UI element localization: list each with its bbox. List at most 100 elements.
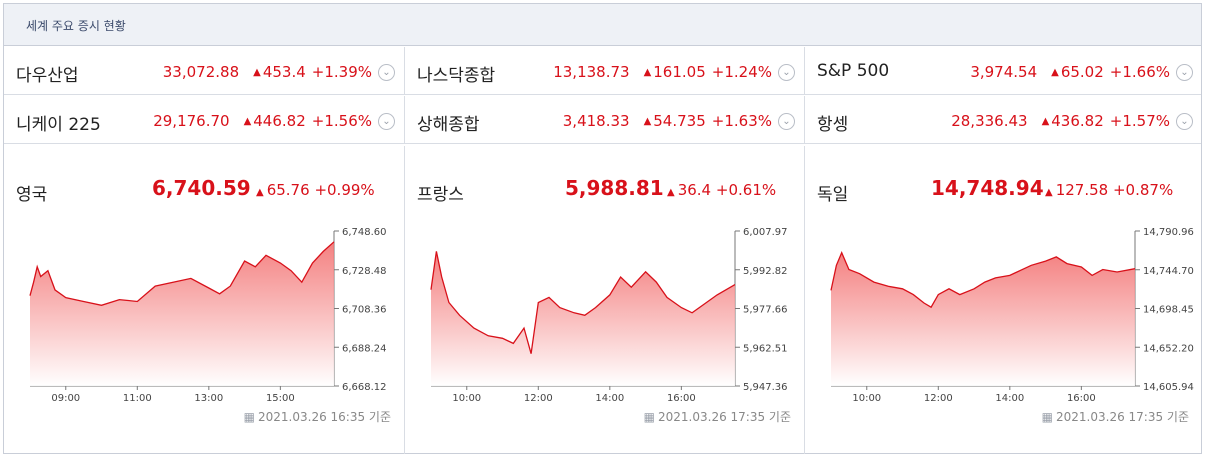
- index-cell[interactable]: S&P 500 3,974.54 ▲ 65.02 +1.66% ⌄: [804, 47, 1201, 94]
- index-change: 446.82: [253, 112, 306, 130]
- index-value: 28,336.43: [951, 112, 1028, 130]
- index-name: S&P 500: [817, 61, 890, 81]
- index-percent: +1.66%: [1109, 63, 1170, 81]
- y-tick-label: 6,668.12: [342, 382, 387, 393]
- index-percent: +1.39%: [311, 63, 372, 81]
- panel-change: ▲ 65.76 +0.99%: [256, 181, 375, 199]
- up-triangle-icon: ▲: [643, 66, 652, 78]
- x-tick-label: 12:00: [524, 393, 553, 404]
- panel-value: 14,748.94: [931, 176, 1044, 200]
- x-tick-label: 14:00: [595, 393, 624, 404]
- index-change: 453.4: [262, 63, 306, 81]
- index-row-2: 니케이 225 29,176.70 ▲ 446.82 +1.56% ⌄ 상해종합…: [4, 96, 1201, 144]
- y-tick-label: 5,947.36: [743, 382, 788, 393]
- panel-value: 6,740.59: [152, 176, 251, 200]
- index-cell[interactable]: 상해종합 3,418.33 ▲ 54.735 +1.63% ⌄: [404, 96, 803, 143]
- chevron-down-circle-icon[interactable]: ⌄: [378, 63, 395, 81]
- chevron-down-circle-icon[interactable]: ⌄: [1176, 112, 1193, 130]
- index-value: 13,138.73: [553, 63, 630, 81]
- y-tick-label: 14,652.20: [1143, 343, 1194, 354]
- up-triangle-icon: ▲: [253, 66, 261, 78]
- chevron-down-circle-icon[interactable]: ⌄: [1176, 63, 1193, 81]
- series-line: [430, 251, 736, 354]
- index-percent: +1.24%: [711, 63, 772, 81]
- timestamp-text: 2021.03.26 17:35 기준: [658, 410, 791, 424]
- panel-change-value: 36.4: [677, 181, 712, 199]
- chevron-down-circle-icon[interactable]: ⌄: [378, 112, 395, 130]
- world-stock-widget: 세계 주요 증시 현황 다우산업 33,072.88 ▲ 453.4 +1.39…: [3, 3, 1202, 454]
- y-tick-label: 5,992.82: [743, 266, 788, 277]
- index-name: 나스닥종합: [417, 66, 496, 86]
- index-quote: 13,138.73 ▲ 161.05 +1.24% ⌄: [553, 63, 803, 81]
- panel-percent: +0.61%: [715, 181, 777, 199]
- area-fill: [431, 251, 735, 386]
- timestamp: ▦ 2021.03.26 17:35 기준: [1042, 408, 1189, 425]
- index-cell[interactable]: 다우산업 33,072.88 ▲ 453.4 +1.39% ⌄: [4, 47, 403, 94]
- index-percent: +1.63%: [711, 112, 772, 130]
- x-tick-label: 12:00: [924, 393, 953, 404]
- y-tick-label: 6,708.36: [342, 305, 387, 316]
- calendar-icon: ▦: [1041, 410, 1053, 424]
- up-triangle-icon: ▲: [256, 187, 264, 198]
- chart-panel[interactable]: 프랑스 5,988.81 ▲ 36.4 +0.61% 6,007.97 5,992.…: [404, 146, 803, 454]
- x-tick-label: 14:00: [995, 393, 1024, 404]
- index-value: 3,418.33: [562, 112, 630, 130]
- index-cell[interactable]: 항셍 28,336.43 ▲ 436.82 +1.57% ⌄: [804, 96, 1201, 143]
- area-fill: [831, 252, 1135, 386]
- timestamp: ▦ 2021.03.26 16:35 기준: [244, 408, 391, 425]
- timestamp: ▦ 2021.03.26 17:35 기준: [644, 408, 791, 425]
- index-quote: 29,176.70 ▲ 446.82 +1.56% ⌄: [153, 112, 403, 130]
- index-name: 다우산업: [16, 66, 79, 86]
- index-percent: +1.56%: [311, 112, 372, 130]
- area-chart: 6,748.60 6,728.48 6,708.36 6,688.24 6,668.12…: [29, 227, 387, 404]
- timestamp-text: 2021.03.26 16:35 기준: [258, 410, 391, 424]
- panel-change-value: 127.58: [1055, 181, 1109, 199]
- calendar-icon: ▦: [643, 410, 655, 424]
- x-tick-label: 13:00: [194, 393, 223, 404]
- index-value: 3,974.54: [970, 63, 1038, 81]
- index-quote: 33,072.88 ▲ 453.4 +1.39% ⌄: [163, 63, 403, 81]
- x-tick-label: 10:00: [852, 393, 881, 404]
- index-change: 161.05: [653, 63, 706, 81]
- up-triangle-icon: ▲: [243, 115, 252, 127]
- y-tick-label: 14,698.45: [1143, 305, 1194, 316]
- x-tick-label: 10:00: [452, 393, 481, 404]
- index-change: 436.82: [1051, 112, 1104, 130]
- index-cell[interactable]: 니케이 225 29,176.70 ▲ 446.82 +1.56% ⌄: [4, 96, 403, 143]
- chevron-down-circle-icon[interactable]: ⌄: [778, 63, 795, 81]
- index-cell[interactable]: 나스닥종합 13,138.73 ▲ 161.05 +1.24% ⌄: [404, 47, 803, 94]
- index-quote: 28,336.43 ▲ 436.82 +1.57% ⌄: [951, 112, 1201, 130]
- index-percent: +1.57%: [1109, 112, 1170, 130]
- panel-change: ▲ 36.4 +0.61%: [667, 181, 776, 199]
- index-name: 상해종합: [417, 115, 480, 135]
- y-tick-label: 6,007.97: [743, 227, 788, 238]
- index-value: 29,176.70: [153, 112, 230, 130]
- widget-header: 세계 주요 증시 현황: [4, 4, 1201, 46]
- x-tick-label: 15:00: [266, 393, 295, 404]
- panel-index-name: 영국: [16, 185, 48, 205]
- panel-index-name: 프랑스: [417, 185, 464, 205]
- x-tick-label: 16:00: [667, 393, 696, 404]
- up-triangle-icon: ▲: [643, 115, 652, 127]
- panel-change-value: 65.76: [266, 181, 310, 199]
- panel-value: 5,988.81: [565, 176, 664, 200]
- up-triangle-icon: ▲: [1041, 115, 1050, 127]
- x-tick-label: 09:00: [51, 393, 80, 404]
- x-tick-label: 11:00: [123, 393, 152, 404]
- y-tick-label: 6,728.48: [342, 266, 387, 277]
- chevron-down-circle-icon[interactable]: ⌄: [778, 112, 795, 130]
- chart-panel[interactable]: 영국 6,740.59 ▲ 65.76 +0.99% 6,748.60 6,728.…: [4, 146, 403, 454]
- index-name: 니케이 225: [16, 115, 101, 135]
- widget-title: 세계 주요 증시 현황: [26, 19, 126, 33]
- index-row-1: 다우산업 33,072.88 ▲ 453.4 +1.39% ⌄ 나스닥종합 13…: [4, 47, 1201, 95]
- panel-percent: +0.87%: [1112, 181, 1174, 199]
- y-tick-label: 6,688.24: [342, 343, 387, 354]
- chart-panel[interactable]: 독일 14,748.94 ▲ 127.58 +0.87% 14,790.96 14,…: [804, 146, 1201, 454]
- area-chart: 6,007.97 5,992.82 5,977.66 5,962.51 5,947.36…: [430, 227, 788, 404]
- y-tick-label: 5,977.66: [743, 305, 788, 316]
- up-triangle-icon: ▲: [1051, 66, 1059, 78]
- y-tick-label: 14,744.70: [1143, 266, 1194, 277]
- x-tick-label: 16:00: [1067, 393, 1096, 404]
- area-chart: 14,790.96 14,744.70 14,698.45 14,652.20 14,6…: [830, 227, 1194, 404]
- index-quote: 3,418.33 ▲ 54.735 +1.63% ⌄: [563, 112, 803, 130]
